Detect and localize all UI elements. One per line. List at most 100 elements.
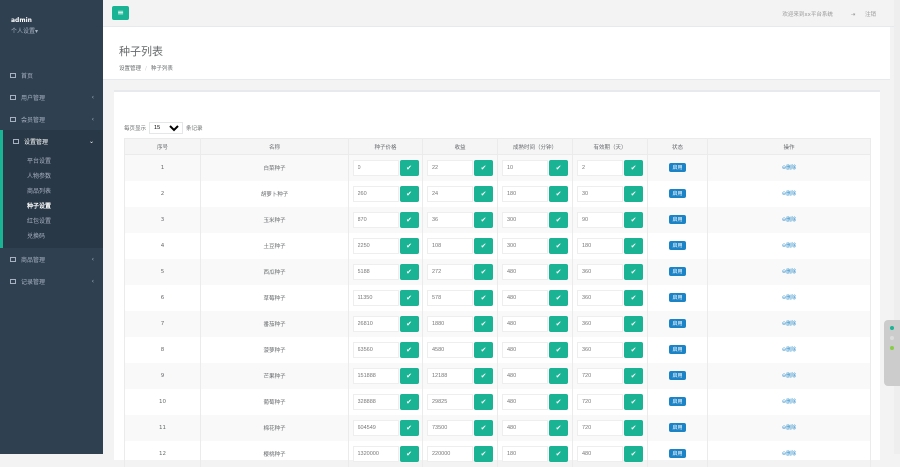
submenu-item[interactable]: 兑换码 [27, 233, 46, 240]
save-check-button[interactable]: ✔ [399, 237, 419, 254]
value-input[interactable] [502, 263, 548, 280]
save-check-button[interactable]: ✔ [549, 315, 568, 332]
status-badge[interactable]: 启用 [669, 163, 686, 173]
value-input[interactable] [352, 211, 399, 228]
save-check-button[interactable]: ✔ [624, 185, 643, 202]
value-input[interactable] [427, 263, 473, 280]
save-check-button[interactable]: ✔ [474, 419, 493, 436]
floating-widget[interactable] [884, 320, 900, 386]
breadcrumb-item[interactable]: 设置管理 [119, 66, 142, 72]
save-check-button[interactable]: ✔ [624, 263, 643, 280]
status-badge[interactable]: 启用 [669, 189, 686, 198]
save-check-button[interactable]: ✔ [474, 341, 493, 358]
value-input[interactable] [577, 315, 623, 332]
save-check-button[interactable]: ✔ [549, 341, 568, 358]
submenu-item[interactable]: 平台设置 [27, 158, 52, 165]
value-input[interactable] [502, 393, 548, 410]
status-badge[interactable]: 启用 [669, 241, 686, 250]
sidebar-item[interactable]: 首页 [0, 64, 103, 86]
scrollbar[interactable] [894, 0, 900, 454]
value-input[interactable] [502, 419, 548, 436]
sidebar-item[interactable]: 商品管理 ‹ [0, 248, 103, 270]
delete-link[interactable]: ⊖删除 [781, 217, 797, 223]
logout-link[interactable]: ⇥ 注销 [850, 12, 876, 18]
save-check-button[interactable]: ✔ [399, 159, 419, 176]
value-input[interactable] [352, 367, 399, 384]
delete-link[interactable]: ⊖删除 [781, 347, 797, 353]
value-input[interactable] [577, 419, 623, 436]
status-badge[interactable]: 启用 [669, 293, 686, 302]
delete-link[interactable]: ⊖删除 [781, 373, 797, 379]
status-badge[interactable]: 启用 [669, 423, 686, 432]
save-check-button[interactable]: ✔ [624, 341, 643, 358]
value-input[interactable] [427, 185, 473, 202]
save-check-button[interactable]: ✔ [549, 211, 568, 228]
value-input[interactable] [502, 185, 548, 202]
sidebar-item[interactable]: 记录管理 ‹ [0, 270, 103, 292]
value-input[interactable] [502, 315, 548, 332]
save-check-button[interactable]: ✔ [624, 237, 643, 254]
save-check-button[interactable]: ✔ [474, 393, 493, 410]
save-check-button[interactable]: ✔ [399, 393, 419, 410]
save-check-button[interactable]: ✔ [549, 367, 568, 384]
value-input[interactable] [352, 263, 399, 280]
save-check-button[interactable]: ✔ [624, 367, 643, 384]
save-check-button[interactable]: ✔ [474, 367, 493, 384]
save-check-button[interactable]: ✔ [549, 263, 568, 280]
value-input[interactable] [352, 341, 399, 358]
value-input[interactable] [427, 393, 473, 410]
save-check-button[interactable]: ✔ [399, 185, 419, 202]
save-check-button[interactable]: ✔ [399, 211, 419, 228]
status-badge[interactable]: 启用 [669, 267, 686, 276]
submenu-item[interactable]: 红包设置 [27, 218, 52, 225]
delete-link[interactable]: ⊖删除 [781, 269, 797, 275]
value-input[interactable] [502, 159, 548, 176]
save-check-button[interactable]: ✔ [474, 185, 493, 202]
save-check-button[interactable]: ✔ [474, 211, 493, 228]
delete-link[interactable]: ⊖删除 [781, 399, 797, 405]
value-input[interactable] [577, 393, 623, 410]
save-check-button[interactable]: ✔ [474, 315, 493, 332]
value-input[interactable] [352, 185, 399, 202]
save-check-button[interactable]: ✔ [624, 211, 643, 228]
value-input[interactable] [577, 367, 623, 384]
delete-link[interactable]: ⊖删除 [781, 425, 797, 431]
value-input[interactable] [427, 289, 473, 306]
save-check-button[interactable]: ✔ [624, 315, 643, 332]
sidebar-item[interactable]: 会员管理 ‹ [0, 108, 103, 130]
value-input[interactable] [352, 237, 399, 254]
delete-link[interactable]: ⊖删除 [781, 295, 797, 301]
save-check-button[interactable]: ✔ [549, 159, 568, 176]
save-check-button[interactable]: ✔ [399, 263, 419, 280]
sidebar-item[interactable]: 用户管理 ‹ [0, 86, 103, 108]
submenu-item[interactable]: 商品列表 [27, 188, 52, 195]
save-check-button[interactable]: ✔ [624, 159, 643, 176]
save-check-button[interactable]: ✔ [474, 263, 493, 280]
value-input[interactable] [352, 419, 399, 436]
save-check-button[interactable]: ✔ [549, 289, 568, 306]
menu-toggle-button[interactable]: ≡ [112, 6, 129, 20]
save-check-button[interactable]: ✔ [549, 237, 568, 254]
value-input[interactable] [577, 289, 623, 306]
page-size-select[interactable]: 15 [149, 122, 184, 134]
save-check-button[interactable]: ✔ [474, 289, 493, 306]
value-input[interactable] [352, 289, 399, 306]
delete-link[interactable]: ⊖删除 [781, 165, 797, 172]
value-input[interactable] [502, 341, 548, 358]
status-badge[interactable]: 启用 [669, 345, 686, 354]
value-input[interactable] [352, 159, 399, 176]
save-check-button[interactable]: ✔ [474, 159, 493, 176]
profile-settings-dropdown[interactable]: 个人设置▾ [11, 28, 39, 35]
sidebar-item[interactable]: 设置管理 ⌄ [0, 130, 103, 152]
value-input[interactable] [427, 315, 473, 332]
save-check-button[interactable]: ✔ [399, 341, 419, 358]
save-check-button[interactable]: ✔ [549, 185, 568, 202]
save-check-button[interactable]: ✔ [399, 419, 419, 436]
value-input[interactable] [577, 159, 623, 176]
delete-link[interactable]: ⊖删除 [781, 243, 797, 249]
save-check-button[interactable]: ✔ [399, 315, 419, 332]
value-input[interactable] [427, 237, 473, 254]
delete-link[interactable]: ⊖删除 [781, 321, 797, 327]
save-check-button[interactable]: ✔ [624, 289, 643, 306]
value-input[interactable] [352, 315, 399, 332]
